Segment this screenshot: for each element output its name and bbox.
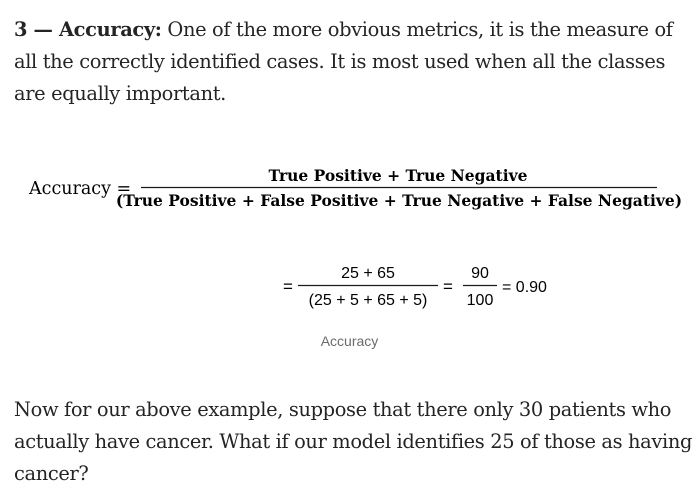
calc-result: = 0.90 (502, 279, 547, 296)
figure-caption: Accuracy (320, 333, 379, 349)
formula-label: Accuracy = (28, 179, 131, 199)
accuracy-formula-figure: Accuracy = True Positive + True Negative… (28, 166, 682, 309)
calc-fraction-2-numerator: 90 (471, 265, 489, 282)
formula-numerator: True Positive + True Negative (269, 166, 528, 185)
calc-equals-sign-1: = (283, 277, 293, 296)
calc-fraction-1-denominator: (25 + 5 + 65 + 5) (309, 292, 428, 309)
accuracy-description: One of the more obvious metrics, it is t… (14, 18, 673, 105)
section-heading: 3 — Accuracy: (14, 18, 162, 41)
calc-fraction-1-numerator: 25 + 65 (341, 265, 395, 282)
example-paragraph: Now for our above example, suppose that … (14, 398, 693, 485)
formula-denominator: (True Positive + False Positive + True N… (116, 191, 682, 210)
calc-equals-sign-2: = (443, 277, 453, 296)
accuracy-paragraph: 3 — Accuracy: One of the more obvious me… (14, 14, 694, 110)
calc-fraction-2-denominator: 100 (467, 292, 494, 309)
